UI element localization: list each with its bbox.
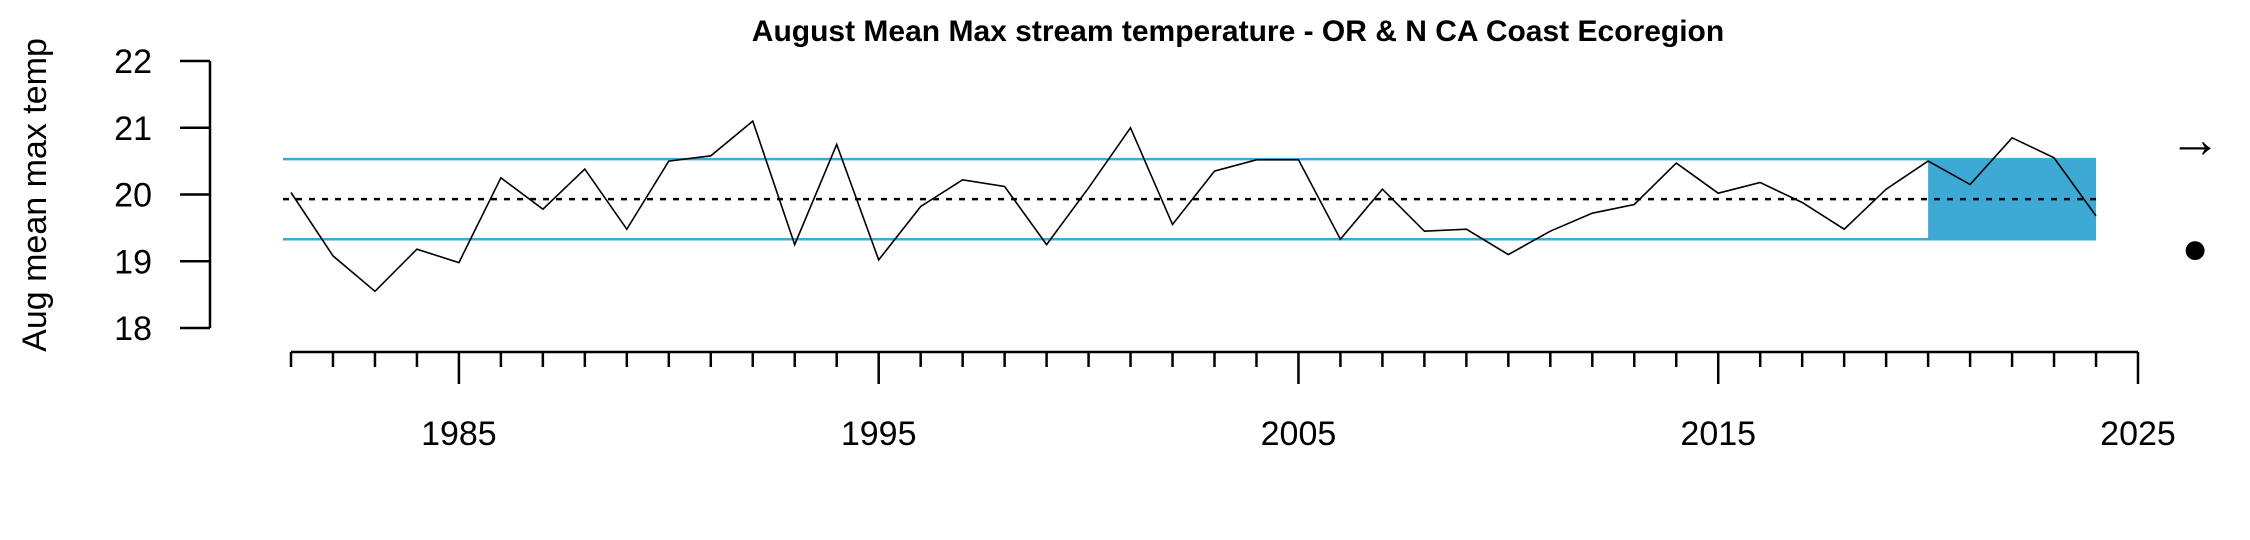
x-tick-label: 2015 (1680, 415, 1756, 453)
trend-arrow-symbol: → (2169, 111, 2221, 169)
x-tick-label: 2005 (1261, 415, 1337, 453)
x-tick-label: 2025 (2100, 415, 2176, 453)
chart-title: August Mean Max stream temperature - OR … (752, 15, 1724, 48)
y-tick-label: 19 (114, 243, 152, 281)
y-tick-label: 20 (114, 177, 152, 215)
y-tick-label: 22 (114, 43, 152, 81)
y-tick-label: 18 (114, 310, 152, 348)
plot-layer: 18 19 20 21 22 1985 1995 2005 2015 2025 (114, 43, 2176, 453)
y-tick-label: 21 (114, 110, 152, 148)
x-tick-label: 1995 (841, 415, 917, 453)
x-tick-label: 1985 (421, 415, 497, 453)
temperature-series-line (290, 119, 2097, 293)
recent-mean-dot-symbol: ● (2182, 224, 2209, 273)
y-axis-label: Aug mean max temp (16, 38, 54, 352)
